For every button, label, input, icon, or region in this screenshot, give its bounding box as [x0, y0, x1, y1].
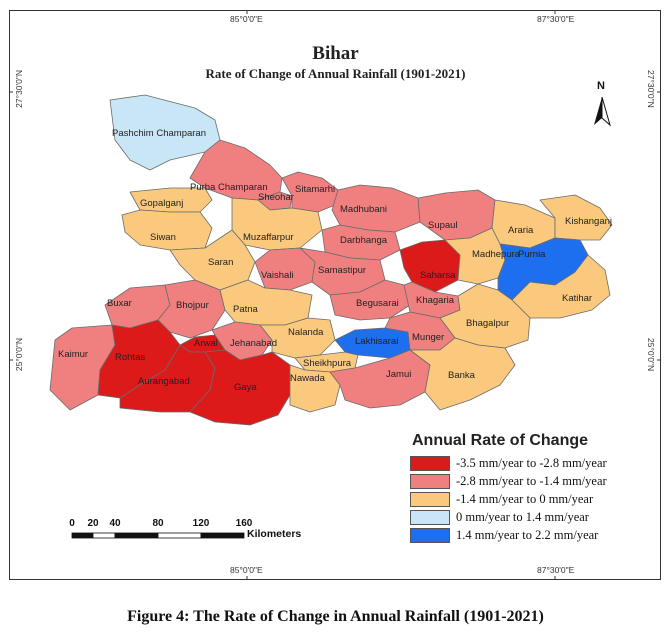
district-madhubani: [331, 184, 421, 233]
scale-bar: [71, 532, 245, 539]
district-label: Darbhanga: [340, 235, 388, 246]
coord-right-bottom: 25°0'0"N: [646, 338, 656, 372]
north-arrow-icon: [594, 96, 611, 127]
district-label: Gaya: [234, 382, 257, 393]
district-label: Bhagalpur: [466, 318, 509, 329]
district-label: Patna: [233, 304, 259, 315]
district-label: Madhubani: [340, 204, 387, 215]
district-label: Gopalganj: [140, 198, 183, 209]
legend-swatch: [410, 456, 450, 471]
district-katihar: [511, 254, 611, 319]
district-label: Jehanabad: [230, 338, 277, 349]
district-label: Supaul: [428, 220, 458, 231]
district-bhagalpur: [439, 283, 531, 349]
district-label: Munger: [412, 332, 444, 343]
district-nalanda: [259, 317, 336, 359]
district-label: Saran: [208, 257, 233, 268]
district-vaishali: [254, 247, 316, 291]
map-title: Bihar: [312, 43, 359, 64]
scale-tick-label: 40: [109, 518, 121, 529]
district-label: Purnia: [518, 249, 546, 260]
district-label: Arwal: [194, 338, 218, 349]
district-siwan: [121, 209, 213, 251]
district-label: Jamui: [386, 369, 411, 380]
map-frame: [9, 10, 661, 580]
scale-unit: Kilometers: [247, 528, 302, 540]
coord-bottom-right: 87°30'0"E: [537, 565, 575, 575]
district-label: Lakhisarai: [355, 336, 398, 347]
district-label: Kaimur: [58, 349, 88, 360]
coord-top-right: 87°30'0"E: [537, 14, 575, 24]
legend-item: 1.4 mm/year to 2.2 mm/year: [410, 527, 598, 544]
district-label: Muzaffarpur: [243, 232, 294, 243]
district-label: Begusarai: [356, 298, 399, 309]
legend-swatch: [410, 474, 450, 489]
coord-top-left: 85°0'0"E: [230, 14, 263, 24]
district-banka: [409, 337, 516, 411]
legend-title: Annual Rate of Change: [412, 432, 589, 449]
district-label: Bhojpur: [176, 300, 209, 311]
district-label: Buxar: [107, 298, 132, 309]
district-label: Rohtas: [115, 352, 145, 363]
legend-item: -2.8 mm/year to -1.4 mm/year: [410, 473, 607, 490]
scale-tick-label: 20: [87, 518, 99, 529]
district-label: Nawada: [290, 373, 326, 384]
district-label: Aurangabad: [138, 376, 190, 387]
legend-item: -3.5 mm/year to -2.8 mm/year: [410, 455, 607, 472]
district-label: Siwan: [150, 232, 176, 243]
legend-swatch: [410, 528, 450, 543]
district-label: Sitamarhi: [295, 184, 335, 195]
district-label: Kishanganj: [565, 216, 612, 227]
district-bhojpur: [157, 279, 226, 339]
district-label: Vaishali: [261, 270, 294, 281]
legend-item: -1.4 mm/year to 0 mm/year: [410, 491, 593, 508]
district-nawada: [289, 364, 341, 413]
district-kishanganj: [539, 194, 613, 241]
scale-tick-label: 80: [152, 518, 164, 529]
legend-label: -1.4 mm/year to 0 mm/year: [456, 492, 594, 506]
legend-item: 0 mm/year to 1.4 mm/year: [410, 509, 589, 526]
district-label: Khagaria: [416, 295, 455, 306]
district-label: Madhepura: [472, 249, 521, 260]
legend-label: 1.4 mm/year to 2.2 mm/year: [456, 528, 599, 542]
district-label: Sheohar: [258, 192, 294, 203]
scale-tick-label: 0: [69, 518, 75, 529]
legend-label: 0 mm/year to 1.4 mm/year: [456, 510, 589, 524]
district-label: Katihar: [562, 293, 592, 304]
district-label: Banka: [448, 370, 476, 381]
coord-bottom-left: 85°0'0"E: [230, 565, 263, 575]
district-saran: [169, 229, 256, 291]
scale-tick-label: 120: [192, 518, 210, 529]
scale-tick-label: 160: [235, 518, 253, 529]
north-label: N: [597, 80, 605, 92]
district-label: Pashchim Champaran: [112, 128, 206, 139]
map-subtitle: Rate of Change of Annual Rainfall (1901-…: [205, 66, 466, 81]
figure-caption: Figure 4: The Rate of Change in Annual R…: [127, 608, 544, 625]
legend-label: -3.5 mm/year to -2.8 mm/year: [456, 456, 607, 470]
district-label: Sheikhpura: [303, 358, 352, 369]
district-label: Saharsa: [420, 270, 456, 281]
legend-swatch: [410, 510, 450, 525]
legend-label: -2.8 mm/year to -1.4 mm/year: [456, 474, 607, 488]
district-label: Purba Champaran: [190, 182, 268, 193]
district-label: Araria: [508, 225, 534, 236]
district-label: Nalanda: [288, 327, 324, 338]
district-gaya: [189, 349, 291, 426]
district-label: Samastipur: [318, 265, 366, 276]
legend-swatch: [410, 492, 450, 507]
coord-right-top: 27°30'0"N: [646, 70, 656, 108]
coord-left-bottom: 25°0'0"N: [14, 338, 24, 372]
